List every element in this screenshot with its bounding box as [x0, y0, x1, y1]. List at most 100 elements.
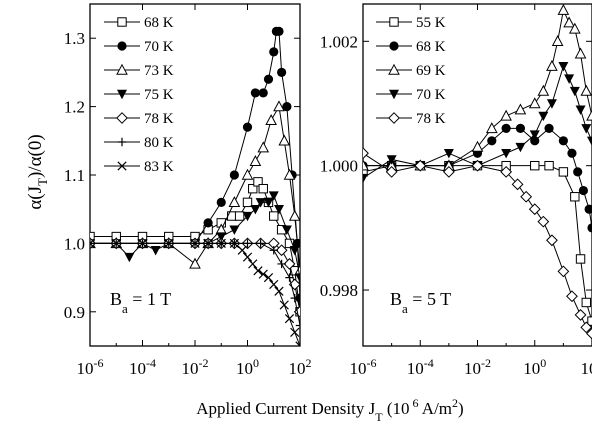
data-point: [573, 167, 583, 177]
data-point: [570, 192, 580, 202]
y-tick-label: 0.9: [64, 303, 85, 322]
data-point: [290, 293, 299, 303]
series-line: [363, 64, 592, 179]
data-point: [269, 47, 279, 57]
legend-label: 73 K: [144, 63, 174, 79]
data-point: [568, 22, 581, 34]
data-point: [584, 204, 592, 214]
data-point: [546, 234, 558, 247]
legend-marker: [117, 41, 127, 51]
data-point: [578, 185, 589, 196]
x-tick-label: 10-6: [77, 356, 104, 378]
data-point: [234, 211, 245, 221]
legend-label: 78 K: [416, 111, 446, 127]
data-point: [295, 321, 300, 330]
legend-label: 75 K: [144, 87, 174, 103]
legend-label: 55 K: [416, 15, 446, 31]
data-point: [258, 269, 268, 279]
data-point: [241, 168, 254, 180]
data-point: [295, 341, 300, 346]
data-point: [546, 59, 558, 71]
data-point: [288, 209, 300, 221]
data-point: [501, 149, 512, 159]
data-point: [471, 159, 484, 172]
data-point: [281, 225, 292, 235]
data-point: [289, 246, 300, 256]
x-tick-label: 10-2: [464, 356, 491, 378]
data-point: [274, 205, 284, 215]
data-point: [278, 134, 291, 146]
data-point: [511, 178, 524, 191]
x-tick-label: 100: [236, 356, 259, 378]
data-point: [203, 218, 213, 228]
series-group: [90, 26, 300, 346]
data-point: [274, 286, 284, 296]
data-point: [537, 84, 550, 96]
data-point: [269, 246, 278, 255]
data-point: [283, 258, 296, 270]
x-tick-label: 10-4: [407, 356, 434, 378]
data-point: [279, 300, 289, 310]
data-point: [275, 244, 288, 257]
data-point: [500, 109, 512, 121]
data-point: [557, 265, 570, 278]
legend-label: 80 K: [144, 135, 174, 151]
data-point: [268, 191, 279, 201]
x-axis-label: Applied Current Density JT (10 6 A/m2): [196, 396, 463, 424]
legend-label: 70 K: [144, 39, 174, 55]
data-point: [274, 26, 284, 36]
data-point: [284, 314, 295, 324]
data-point: [257, 141, 270, 153]
data-point: [263, 272, 274, 283]
data-point: [515, 142, 526, 153]
data-point: [242, 122, 253, 132]
data-point: [242, 252, 253, 262]
data-point: [520, 190, 533, 203]
data-point: [538, 111, 549, 122]
data-point: [263, 74, 274, 84]
data-point: [265, 114, 277, 125]
data-point: [124, 252, 135, 263]
legend-label: 68 K: [144, 15, 174, 31]
data-point: [269, 279, 279, 290]
legend-marker: [116, 63, 128, 75]
data-point: [292, 238, 300, 248]
data-point: [250, 205, 261, 215]
data-point: [363, 159, 369, 171]
data-point: [530, 160, 540, 171]
data-point: [216, 238, 226, 249]
y-tick-label: 1.2: [64, 98, 85, 117]
x-tick-label: 102: [581, 356, 592, 378]
data-point: [515, 123, 526, 133]
data-point: [203, 238, 213, 249]
data-point: [363, 147, 369, 160]
legend-marker: [117, 17, 127, 27]
data-point: [557, 4, 570, 15]
legend-label: 68 K: [416, 39, 446, 55]
data-point: [258, 183, 268, 194]
data-point: [273, 100, 285, 112]
legend-marker: [116, 112, 128, 124]
data-point: [363, 173, 368, 184]
y-tick-label: 1.002: [320, 32, 358, 51]
y-axis-label: α(JT)/α(0): [25, 134, 50, 209]
data-point: [248, 183, 258, 194]
data-point: [150, 246, 161, 256]
data-point: [295, 273, 300, 283]
legend-marker: [117, 161, 127, 171]
data-point: [229, 170, 239, 180]
data-point: [189, 257, 201, 269]
data-point: [242, 197, 253, 208]
data-point: [581, 297, 591, 308]
data-point: [487, 136, 497, 146]
data-point: [282, 102, 292, 112]
x-tick-label: 10-2: [182, 356, 209, 378]
data-point: [528, 203, 541, 216]
data-point: [544, 160, 554, 171]
data-point: [363, 167, 368, 177]
legend-marker: [117, 89, 127, 100]
data-point: [256, 239, 265, 248]
data-point: [586, 109, 592, 121]
data-point: [90, 238, 95, 249]
data-point: [485, 122, 498, 134]
